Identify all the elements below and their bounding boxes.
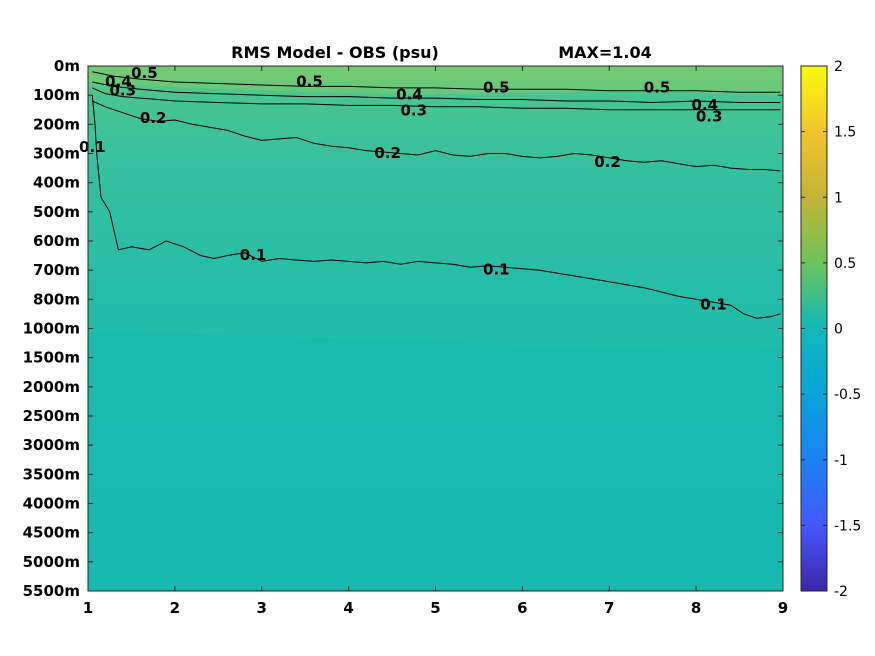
x-tick-label: 9 [778,599,788,617]
y-tick-label: 5500m [23,582,80,600]
y-tick-label: 0m [54,57,80,75]
contour-line-0_2 [92,100,781,172]
contour-label: 0.2 [594,153,621,171]
contour-label: 0.1 [483,261,510,279]
x-tick-label: 7 [604,599,614,617]
max-annotation: MAX=1.04 [558,43,652,62]
x-tick-label: 5 [430,599,440,617]
y-tick-label: 600m [33,232,80,250]
contour-label: 0.3 [696,108,723,126]
y-tick-label: 4000m [23,495,80,513]
contour-label: 0.3 [109,81,136,99]
chart-title: RMS Model - OBS (psu) [231,43,439,62]
y-axis: 0m 100m 200m 300m 400m 500m 600m 700m 800m 1000m 1… [23,57,783,600]
contour-label: 0.5 [483,78,510,96]
colorbar-gradient [800,65,828,592]
colorbar-ticks: 2 1.5 1 0.5 0 -0.5 -1 -1.5 -2 [801,59,861,600]
x-tick-label: 8 [691,599,701,617]
x-tick-label: 3 [257,599,267,617]
contour-label: 0.2 [140,109,167,127]
contour-label: 0.1 [240,246,267,264]
contour-label: 0.2 [374,144,401,162]
x-tick-label: 4 [343,599,353,617]
x-tick-label: 6 [517,599,527,617]
y-tick-label: 1000m [23,320,80,338]
contour-line-0_4 [92,81,781,104]
colorbar-tick-label: -0.5 [834,387,861,403]
contour-line-0_3 [92,87,781,111]
contour-line-0_5 [92,71,781,93]
x-tick-label: 2 [170,599,180,617]
contour-lines [91,71,781,319]
y-tick-label: 200m [33,115,80,133]
y-tick-label: 300m [33,145,80,163]
colorbar-tick-label: 0.5 [834,256,856,272]
contour-label: 0.4 [396,86,423,104]
y-tick-label: 100m [33,86,80,104]
x-tick-label: 1 [83,599,93,617]
colorbar-tick-label: -1.5 [834,518,861,534]
y-tick-label: 3000m [23,436,80,454]
colorbar-tick-label: 2 [834,59,843,75]
near-surface-band [88,66,783,95]
contour-label: 0.4 [105,73,132,91]
plot-area: 0.50.40.30.20.10.50.40.30.20.10.50.10.20… [79,64,784,592]
x-axis: 1 2 3 4 5 6 7 8 9 [83,66,788,617]
colorbar-tick-label: 0 [834,322,843,338]
colorbar-tick-label: 1 [834,190,843,206]
y-tick-label: 500m [33,203,80,221]
y-tick-label: 1500m [23,349,80,367]
y-tick-label: 2000m [23,378,80,396]
y-tick-label: 800m [33,290,80,308]
contour-label: 0.1 [700,296,727,314]
y-tick-label: 2500m [23,407,80,425]
contour-line-0_1 [91,95,781,319]
contour-labels: 0.50.40.30.20.10.50.40.30.20.10.50.10.20… [79,64,727,314]
contour-label: 0.3 [400,102,427,120]
y-tick-label: 3500m [23,465,80,483]
colorbar-tick-label: 1.5 [834,125,856,141]
colorbar: 2 1.5 1 0.5 0 -0.5 -1 -1.5 -2 [800,59,861,600]
contour-label: 0.5 [131,64,158,82]
deep-water-band [88,330,783,591]
contour-label: 0.5 [644,78,671,96]
contour-label: 0.5 [296,73,323,91]
colorbar-tick-label: -2 [834,584,848,600]
contour-label: 0.4 [692,96,719,114]
colorbar-tick-label: -1 [834,453,848,469]
y-tick-label: 700m [33,261,80,279]
y-tick-label: 5000m [23,553,80,571]
y-tick-label: 400m [33,174,80,192]
contour-label: 0.1 [79,138,106,156]
y-tick-label: 4500m [23,524,80,542]
